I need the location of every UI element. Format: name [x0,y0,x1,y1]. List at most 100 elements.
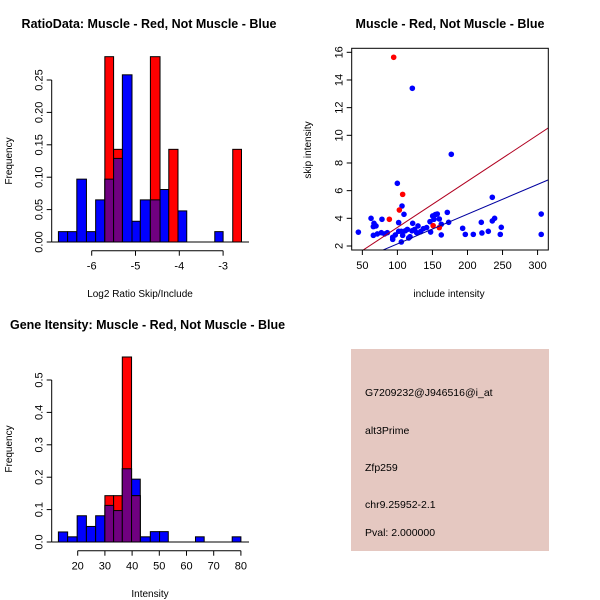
ratio-y-tick-label: 0.05 [34,199,46,220]
scatter-point-not-muscle [379,216,385,223]
intensity-y-tick-label: 0.1 [34,502,46,517]
scatter-point-muscle [396,207,403,213]
scatter-point-not-muscle [434,211,441,217]
intensity-x-tick-label: 30 [99,561,111,573]
intensity-histogram-title: Gene Itensity: Muscle - Red, Not Muscle … [10,318,285,332]
ratio-bar-not-muscle [95,199,106,243]
ratio-histogram-panel: RatioData: Muscle - Red, Not Muscle - Bl… [4,17,276,300]
ratio-y-tick-label: 0.10 [34,166,46,187]
scatter-point-not-muscle [478,219,485,226]
scatter-point-not-muscle [423,224,430,231]
scatter-point-not-muscle [498,224,505,231]
scatter-point-not-muscle [399,203,405,209]
ratio-y-tick-label: 0.20 [34,102,46,123]
ratio-y-tick-label: 0.15 [34,134,46,155]
intensity-bar-overlap [131,495,141,543]
intensity-y-tick-label: 0.2 [34,470,46,485]
ratio-bar-not-muscle [57,231,69,243]
intensity-x-tick-label: 40 [126,561,138,573]
ratio-bar-not-muscle [121,74,133,243]
intensity-y-tick-label: 0.4 [34,405,46,420]
ratio-x-tick-label: -6 [87,261,97,273]
ratio-bar-not-muscle [159,189,170,243]
scatter-y-tick-label: 12 [334,102,346,114]
scatter-xlabel: include intensity [413,289,484,300]
scatter-y-tick-label: 16 [334,46,346,58]
intensity-bar-not-muscle [95,515,106,543]
scatter-point-muscle [386,216,393,223]
scatter-title: Muscle - Red, Not Muscle - Blue [356,17,545,31]
ratio-y-tick-label: 0.00 [34,231,46,252]
intensity-bar-not-muscle [159,531,169,543]
scatter-panel: Muscle - Red, Not Muscle - Blue include … [303,17,549,300]
scatter-point-not-muscle [491,215,498,222]
p-value: Pval: 2.000000 [365,527,435,539]
probe-id: G7209232@J946516@i_at [365,387,493,399]
scatter-point-not-muscle [431,216,437,223]
scatter-point-not-muscle [355,229,362,235]
ratio-bar-not-muscle [131,220,141,243]
intensity-bar-overlap [113,510,123,543]
scatter-y-tick-label: 8 [334,160,346,166]
intensity-bar-not-muscle [194,536,205,543]
scatter-ylabel: skip intensity [303,121,314,178]
intensity-histogram-marks: 0.0 0.1 0.2 0.3 0.4 0.5 20 30 40 50 60 70 80 [34,356,249,573]
info-panel: G7209232@J946516@i_at alt3Prime Zfp259 c… [351,349,549,551]
scatter-point-not-muscle [448,151,455,158]
info-background [351,349,549,551]
scatter-point-not-muscle [389,236,396,243]
ratio-bar-not-muscle [85,231,97,243]
intensity-x-tick-label: 20 [72,561,84,573]
scatter-point-not-muscle [392,232,399,238]
ratio-bar-not-muscle [76,178,87,243]
intensity-bar-not-muscle [85,525,97,543]
intensity-histogram-ylabel: Frequency [4,425,15,472]
genomic-location: chr9.25952-2.1 [365,499,436,511]
scatter-point-not-muscle [409,220,416,227]
scatter-point-not-muscle [538,211,545,217]
scatter-point-not-muscle [485,228,492,235]
scatter-point-not-muscle [538,231,545,238]
scatter-x-tick-label: 250 [493,260,511,272]
intensity-x-tick-label: 80 [235,561,247,573]
scatter-x-tick-label: 150 [423,260,441,272]
scatter-point-not-muscle [373,223,379,229]
intensity-histogram-xlabel: Intensity [131,589,168,600]
scatter-point-not-muscle [436,216,443,222]
fit-line-not-muscle [381,179,549,250]
ratio-histogram-xlabel: Log2 Ratio Skip/Include [87,289,193,300]
scatter-point-not-muscle [395,219,402,226]
intensity-x-tick-label: 70 [208,561,220,573]
intensity-bar-not-muscle [139,536,151,543]
ratio-x-tick-label: -4 [174,261,184,273]
intensity-histogram-panel: Gene Itensity: Muscle - Red, Not Muscle … [4,318,285,600]
fit-line-muscle [362,127,549,250]
ratio-bar-muscle [168,148,179,243]
ratio-bar-muscle [232,148,242,243]
scatter-y-tick-label: 2 [334,243,346,249]
scatter-y-tick-label: 14 [334,74,346,86]
scatter-point-not-muscle [384,229,391,236]
ratio-x-tick-label: -3 [218,261,228,273]
intensity-bar-not-muscle [76,515,87,543]
ratio-histogram-marks: 0.00 0.05 0.10 0.15 0.20 0.25 -6 -5 -4 -3 [34,56,249,273]
scatter-point-not-muscle [368,215,374,222]
scatter-y-tick-label: 4 [334,215,346,221]
ratio-bar-not-muscle [139,199,151,243]
scatter-point-not-muscle [399,232,406,239]
event-type: alt3Prime [365,425,410,437]
scatter-x-tick-label: 300 [528,260,546,272]
scatter-y-tick-label: 10 [334,129,346,141]
scatter-point-not-muscle [444,209,451,216]
ratio-bar-overlap [104,178,115,243]
intensity-bar-not-muscle [57,531,69,543]
ratio-x-tick-label: -5 [131,261,141,273]
ratio-histogram-ylabel: Frequency [4,137,15,184]
intensity-bar-overlap [121,468,133,543]
ratio-bar-overlap [113,157,123,243]
scatter-point-muscle [390,54,397,61]
scatter-point-not-muscle [438,232,445,238]
intensity-bar-overlap [104,504,115,543]
